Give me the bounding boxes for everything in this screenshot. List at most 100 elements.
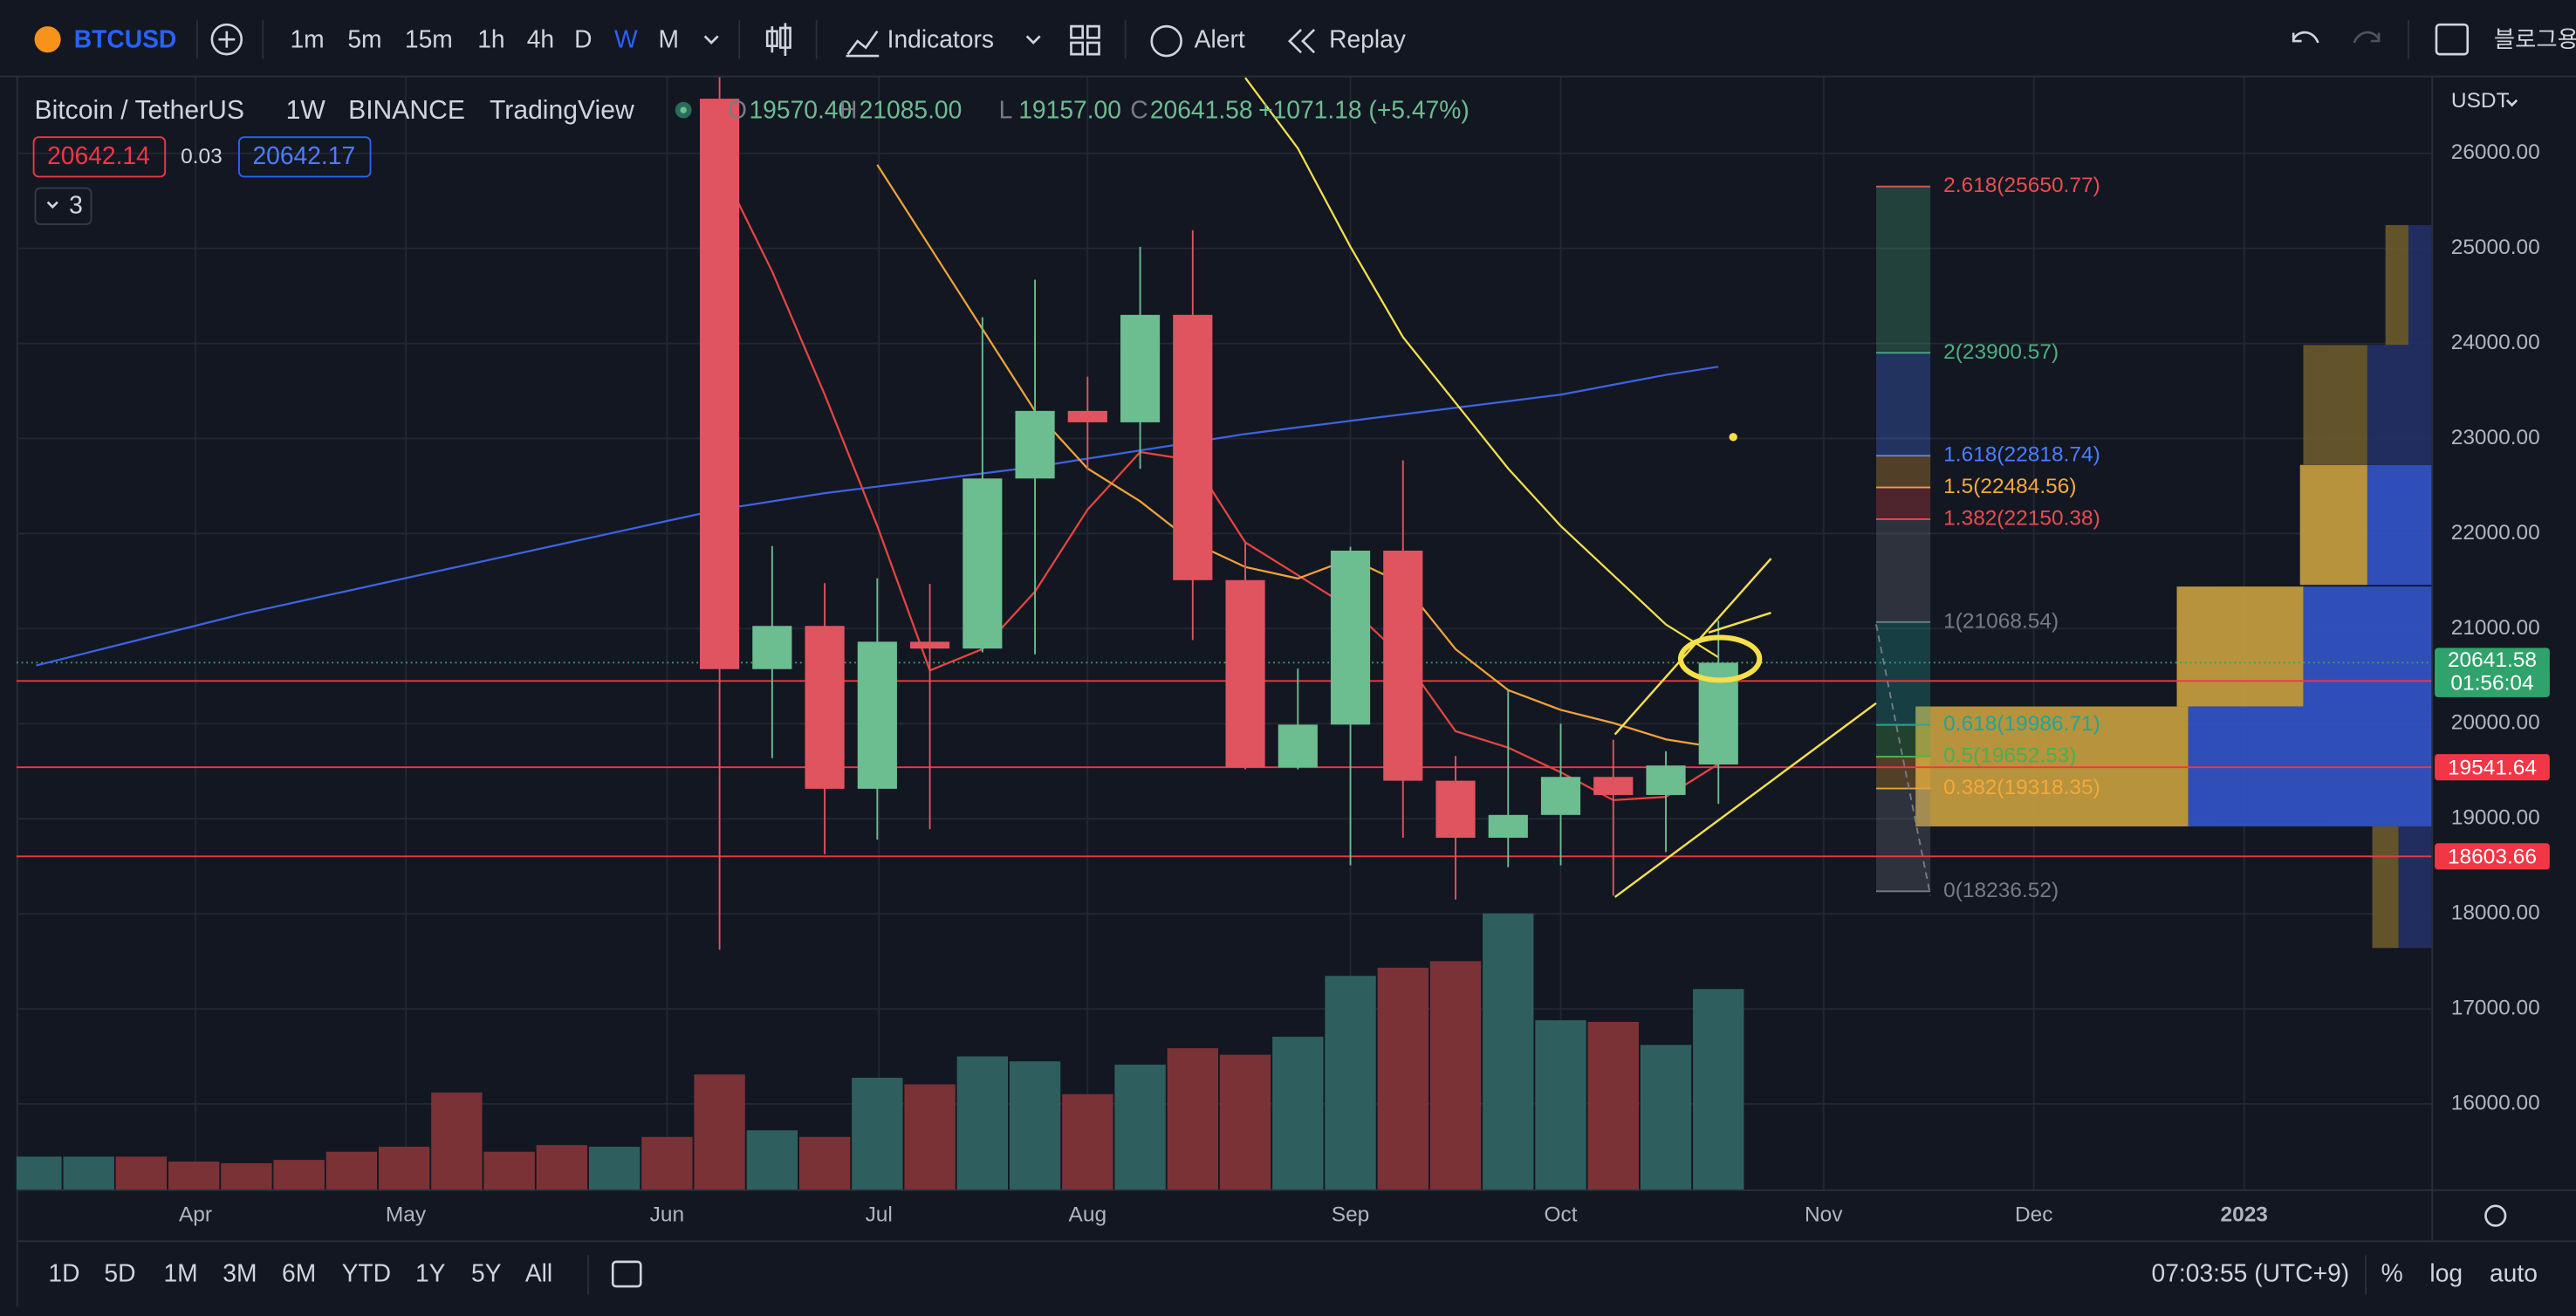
alert-button[interactable]: Alert xyxy=(1195,25,1245,53)
range-button[interactable]: YTD xyxy=(342,1258,391,1286)
interval-button[interactable]: 15m xyxy=(405,25,453,53)
templates-menu[interactable] xyxy=(1025,35,1041,45)
moving-average-line xyxy=(718,164,1719,801)
percent-toggle[interactable]: % xyxy=(2381,1258,2403,1286)
close-label: C xyxy=(1130,95,1148,123)
symbol[interactable]: BTCUSD xyxy=(74,25,177,53)
interval-menu[interactable] xyxy=(703,35,719,45)
indicator-count: 3 xyxy=(69,191,83,219)
interval-button[interactable]: D xyxy=(574,25,592,53)
log-toggle[interactable]: log xyxy=(2429,1258,2463,1286)
range-button[interactable]: 6M xyxy=(282,1258,316,1286)
interval-button[interactable]: 1h xyxy=(477,25,504,53)
volume-bar xyxy=(378,1147,430,1190)
price-line-label-bg xyxy=(2435,843,2550,870)
open-label: O xyxy=(728,95,747,123)
volume-bar xyxy=(1535,1020,1586,1190)
replay-icon xyxy=(1288,28,1316,54)
y-tick-label: 23000.00 xyxy=(2451,426,2540,449)
y-tick-label: 19000.00 xyxy=(2451,806,2540,830)
fib-label: 0.618(19986.71) xyxy=(1943,712,2100,736)
range-button[interactable]: 1D xyxy=(48,1258,79,1286)
candle-body xyxy=(700,99,740,669)
currency-selector[interactable]: USDT xyxy=(2451,89,2510,113)
chart-type-button[interactable] xyxy=(765,23,791,57)
top-toolbar xyxy=(0,0,2576,76)
indicators-toggle[interactable] xyxy=(34,187,92,225)
moving-average-line xyxy=(1244,77,1719,659)
y-tick-label: 21000.00 xyxy=(2451,616,2540,640)
x-tick-label: Apr xyxy=(179,1203,212,1227)
legend-interval: 1W xyxy=(286,96,326,125)
candle-body xyxy=(1330,550,1371,725)
range-button[interactable]: 1Y xyxy=(415,1258,446,1286)
indicators-button[interactable]: Indicators xyxy=(887,25,994,53)
symbol-logo[interactable] xyxy=(34,26,61,53)
volume-profile-bar xyxy=(2303,586,2432,707)
volume-bar xyxy=(798,1136,851,1190)
compare-button[interactable] xyxy=(210,23,243,56)
volume-bar xyxy=(1114,1064,1166,1190)
range-button[interactable]: 5Y xyxy=(471,1258,502,1286)
chart-pane[interactable] xyxy=(16,77,2432,1190)
candle-body xyxy=(1278,724,1318,768)
auto-toggle[interactable]: auto xyxy=(2490,1258,2538,1286)
range-button[interactable]: 1M xyxy=(163,1258,197,1286)
x-tick-label: May xyxy=(386,1203,427,1227)
redo-button[interactable] xyxy=(2353,31,2381,44)
candle-body xyxy=(1120,314,1161,422)
fib-label: 1.5(22484.56) xyxy=(1943,475,2076,498)
range-button[interactable]: 5D xyxy=(104,1258,135,1286)
volume-profile-bar xyxy=(2299,464,2367,586)
interval-button[interactable]: M xyxy=(658,25,679,53)
volume-bar xyxy=(1377,967,1428,1190)
highlight-circle[interactable] xyxy=(1677,634,1763,683)
fib-band xyxy=(1875,621,1931,725)
volume-bar xyxy=(1272,1036,1324,1190)
bid-price[interactable]: 20642.14 xyxy=(47,141,150,169)
y-tick-label: 26000.00 xyxy=(2451,141,2540,164)
trend-line[interactable] xyxy=(1708,612,1771,634)
settings-button[interactable] xyxy=(2484,1204,2507,1227)
symbol-name: Bitcoin / TetherUS xyxy=(35,96,244,125)
layout-button[interactable] xyxy=(1070,24,1100,56)
x-tick-label: Aug xyxy=(1069,1203,1107,1227)
interval-button[interactable]: 1m xyxy=(290,25,324,53)
candle-body xyxy=(1540,777,1581,815)
trend-line[interactable] xyxy=(1613,702,1877,898)
bar-countdown: 01:56:04 xyxy=(2450,671,2533,695)
candle-body xyxy=(1435,780,1476,838)
y-tick-label: 20000.00 xyxy=(2451,711,2540,735)
y-tick-label: 18000.00 xyxy=(2451,901,2540,925)
buy-box[interactable] xyxy=(237,136,372,178)
volume-bar xyxy=(641,1136,693,1190)
layout-name[interactable]: 블로그용 xyxy=(2494,26,2576,52)
fib-label: 0.5(19652.53) xyxy=(1943,744,2076,768)
undo-button[interactable] xyxy=(2292,31,2319,44)
spread: 0.03 xyxy=(181,145,223,168)
range-button[interactable]: All xyxy=(525,1258,552,1286)
interval-button[interactable]: 4h xyxy=(527,25,554,53)
clock[interactable]: 07:03:55 (UTC+9) xyxy=(2152,1258,2350,1286)
candle-body xyxy=(1488,814,1528,838)
sell-box[interactable] xyxy=(32,136,167,178)
dot-marker[interactable] xyxy=(1729,433,1737,442)
last-price-label-bg xyxy=(2435,648,2550,697)
interval-button[interactable]: W xyxy=(614,25,638,53)
goto-date-button[interactable] xyxy=(611,1260,642,1288)
range-button[interactable]: 3M xyxy=(223,1258,257,1286)
replay-button[interactable]: Replay xyxy=(1329,25,1407,53)
market-status-dot xyxy=(680,106,687,113)
layout-icon[interactable] xyxy=(2435,23,2470,56)
volume-bar xyxy=(273,1160,325,1190)
volume-bar xyxy=(1429,961,1482,1190)
interval-button[interactable]: 5m xyxy=(347,25,381,53)
volume-bar xyxy=(1219,1054,1271,1190)
indicators-icon xyxy=(846,31,880,58)
drawings xyxy=(1613,433,1877,898)
volume-bar xyxy=(16,1156,62,1190)
fib-band xyxy=(1875,487,1931,519)
legend-exchange: BINANCE xyxy=(348,96,465,125)
trend-line[interactable] xyxy=(1613,558,1772,736)
ask-price[interactable]: 20642.17 xyxy=(252,141,355,169)
